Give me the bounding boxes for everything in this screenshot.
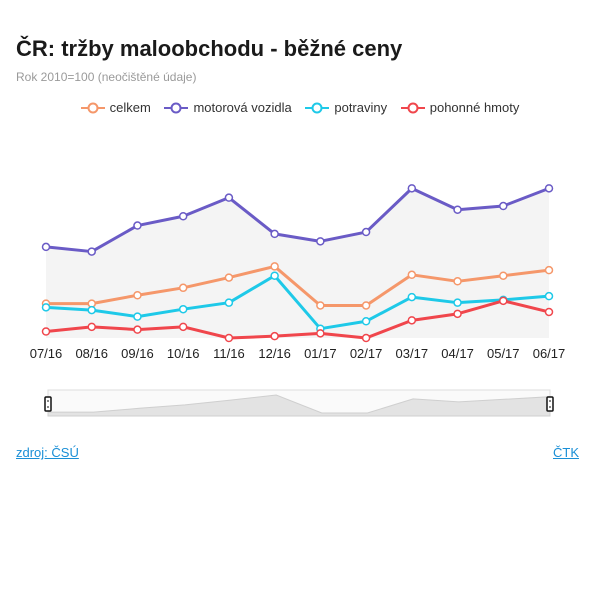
data-point-2-2 <box>133 312 142 321</box>
data-point-2-3 <box>178 304 188 314</box>
line-chart: 07/16 08/16 09/16 10/16 11/16 12/16 01/17 02/17… <box>30 184 566 417</box>
data-point-3-8 <box>407 316 417 325</box>
data-point-1-3 <box>178 211 188 221</box>
data-point-0-6 <box>316 301 325 310</box>
data-point-2-4 <box>224 298 234 307</box>
x-axis: 07/16 08/16 09/16 10/16 11/16 12/16 01/17 02/17… <box>30 346 566 361</box>
x-tick-label: 03/17 <box>396 346 429 361</box>
data-point-0-4 <box>224 273 234 282</box>
data-point-3-5 <box>270 331 279 341</box>
x-tick-label: 09/16 <box>121 346 154 361</box>
x-tick-label: 08/16 <box>75 346 108 361</box>
data-point-3-4 <box>224 333 234 343</box>
data-point-1-8 <box>407 184 417 193</box>
x-tick-label: 12/16 <box>258 346 291 361</box>
data-point-1-0 <box>41 242 51 252</box>
zoom-slider <box>44 389 554 417</box>
range-area <box>46 188 549 338</box>
data-point-0-11 <box>544 265 554 275</box>
data-point-1-4 <box>224 193 234 202</box>
data-point-2-1 <box>87 305 96 315</box>
data-point-0-7 <box>361 301 371 310</box>
legend-label-pohonne-hmoty: pohonné hmoty <box>429 100 520 115</box>
legend-item-pohonne-hmoty[interactable]: pohonné hmoty <box>400 100 520 115</box>
x-tick-label: 05/17 <box>487 346 520 361</box>
zoom-handle-left[interactable] <box>44 396 52 412</box>
data-point-1-1 <box>87 247 96 256</box>
credit-link[interactable]: ČTK <box>553 445 579 460</box>
data-point-1-10 <box>499 201 508 211</box>
legend-item-celkem[interactable]: celkem <box>80 100 151 115</box>
data-point-2-9 <box>453 298 462 307</box>
series-line-3 <box>45 299 550 340</box>
data-point-1-6 <box>316 237 325 246</box>
legend-label-celkem: celkem <box>109 100 151 115</box>
data-point-2-0 <box>41 303 51 312</box>
series-line-0 <box>46 264 550 307</box>
x-tick-label: 04/17 <box>441 346 474 361</box>
series-3 <box>41 296 554 343</box>
series-2 <box>41 271 554 333</box>
chart-subtitle: Rok 2010=100 (neočištěné údaje) <box>16 70 197 84</box>
zoom-handle-right[interactable] <box>546 396 554 412</box>
data-point-0-8 <box>407 270 417 280</box>
data-point-0-3 <box>178 283 188 293</box>
data-point-1-5 <box>270 229 279 239</box>
data-point-3-7 <box>361 333 371 343</box>
series-line-2 <box>45 274 550 331</box>
data-point-3-10 <box>499 296 508 306</box>
data-point-1-7 <box>361 227 371 237</box>
area-layer <box>46 188 549 338</box>
data-point-3-2 <box>133 325 142 334</box>
legend: celkem motorová vozidla potraviny pohonn… <box>0 100 600 117</box>
x-tick-label: 02/17 <box>350 346 383 361</box>
data-point-1-9 <box>453 205 462 214</box>
legend-potraviny-icon <box>305 102 330 113</box>
data-point-3-3 <box>178 322 188 332</box>
legend-label-potraviny: potraviny <box>334 100 388 115</box>
data-point-2-7 <box>361 317 371 326</box>
data-point-3-0 <box>41 327 51 336</box>
data-point-2-11 <box>544 291 554 301</box>
x-tick-label: 10/16 <box>167 346 200 361</box>
data-point-3-1 <box>87 322 96 332</box>
series-1 <box>41 184 554 256</box>
data-point-2-8 <box>407 292 417 302</box>
data-point-0-2 <box>133 290 142 300</box>
x-tick-label: 07/16 <box>30 346 63 361</box>
chart-title: ČR: tržby maloobchodu - běžné ceny <box>16 36 403 61</box>
data-point-0-10 <box>499 271 508 280</box>
x-tick-label: 06/17 <box>533 346 566 361</box>
data-point-0-5 <box>270 262 279 271</box>
data-point-3-11 <box>544 307 554 317</box>
legend-pohonne-hmoty-icon <box>400 102 425 113</box>
data-point-1-11 <box>544 184 554 193</box>
source-link[interactable]: zdroj: ČSÚ <box>16 445 79 460</box>
legend-item-potraviny[interactable]: potraviny <box>305 100 387 115</box>
legend-item-motorova-vozidla[interactable]: motorová vozidla <box>164 100 292 115</box>
legend-label-motorova-vozidla: motorová vozidla <box>193 100 292 115</box>
x-tick-label: 11/16 <box>213 346 245 361</box>
legend-celkem-icon <box>80 102 105 113</box>
data-point-3-9 <box>453 309 462 319</box>
series-line-1 <box>45 186 550 254</box>
series-layer <box>41 184 554 343</box>
zoom-preview <box>47 394 551 417</box>
x-tick-label: 01/17 <box>304 346 337 361</box>
data-point-1-2 <box>133 221 142 230</box>
data-point-3-6 <box>316 329 325 338</box>
data-point-2-5 <box>270 271 279 280</box>
legend-motorova-vozidla-icon <box>164 102 189 113</box>
data-point-0-9 <box>453 277 462 286</box>
